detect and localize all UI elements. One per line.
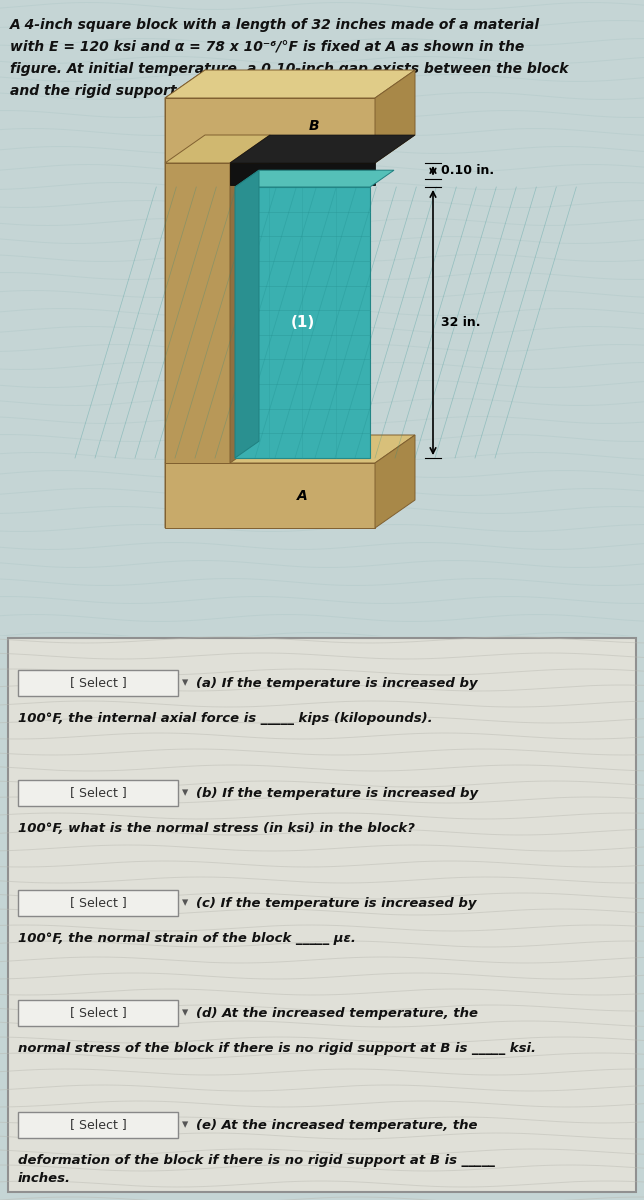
Text: [ Select ]: [ Select ] [70, 786, 126, 799]
Polygon shape [375, 434, 415, 528]
Bar [18, 670, 178, 696]
Text: and the rigid support at B.: and the rigid support at B. [10, 84, 218, 98]
Polygon shape [165, 463, 375, 528]
Text: with E = 120 ksi and α = 78 x 10⁻⁶/°F is fixed at A as shown in the: with E = 120 ksi and α = 78 x 10⁻⁶/°F is… [10, 40, 524, 54]
Text: B: B [309, 119, 320, 132]
Polygon shape [165, 70, 415, 98]
Polygon shape [165, 434, 415, 463]
Text: 100°F, the normal strain of the block _____ με.: 100°F, the normal strain of the block __… [18, 932, 356, 946]
Text: ▾: ▾ [182, 786, 188, 799]
Text: (a) If the temperature is increased by: (a) If the temperature is increased by [196, 677, 478, 690]
Text: 32 in.: 32 in. [441, 316, 480, 329]
Text: ▾: ▾ [182, 677, 188, 690]
Polygon shape [165, 70, 205, 528]
Text: (c) If the temperature is increased by: (c) If the temperature is increased by [196, 896, 477, 910]
Bar [18, 1000, 178, 1026]
Text: [ Select ]: [ Select ] [70, 1007, 126, 1020]
Text: (e) At the increased temperature, the: (e) At the increased temperature, the [196, 1118, 477, 1132]
Text: inches.: inches. [18, 1172, 71, 1186]
Polygon shape [235, 170, 259, 458]
Text: deformation of the block if there is no rigid support at B is _____: deformation of the block if there is no … [18, 1154, 495, 1166]
Text: [ Select ]: [ Select ] [70, 1118, 126, 1132]
Polygon shape [235, 170, 394, 187]
Text: (1): (1) [290, 314, 315, 330]
Text: ▾: ▾ [182, 1007, 188, 1020]
Polygon shape [165, 98, 375, 163]
Polygon shape [165, 134, 270, 163]
Text: figure. At initial temperature, a 0.10-inch gap exists between the block: figure. At initial temperature, a 0.10-i… [10, 62, 569, 76]
Text: (b) If the temperature is increased by: (b) If the temperature is increased by [196, 786, 478, 799]
Text: 100°F, what is the normal stress (in ksi) in the block?: 100°F, what is the normal stress (in ksi… [18, 822, 415, 835]
Text: ▾: ▾ [182, 1118, 188, 1132]
Text: A 4-inch square block with a length of 32 inches made of a material: A 4-inch square block with a length of 3… [10, 18, 540, 32]
Polygon shape [165, 163, 230, 463]
Text: A: A [297, 488, 308, 503]
Text: [ Select ]: [ Select ] [70, 896, 126, 910]
Text: ▾: ▾ [182, 896, 188, 910]
Polygon shape [230, 134, 270, 463]
Text: normal stress of the block if there is no rigid support at B is _____ ksi.: normal stress of the block if there is n… [18, 1042, 536, 1055]
Text: 100°F, the internal axial force is _____ kips (kilopounds).: 100°F, the internal axial force is _____… [18, 712, 433, 725]
Polygon shape [375, 70, 415, 163]
Bar [18, 890, 178, 916]
Text: 0.10 in.: 0.10 in. [441, 164, 494, 178]
Polygon shape [230, 163, 375, 185]
Text: (d) At the increased temperature, the: (d) At the increased temperature, the [196, 1007, 478, 1020]
Bar [18, 780, 178, 806]
Polygon shape [230, 134, 415, 163]
Text: [ Select ]: [ Select ] [70, 677, 126, 690]
Polygon shape [235, 187, 370, 458]
Bar [18, 1112, 178, 1138]
